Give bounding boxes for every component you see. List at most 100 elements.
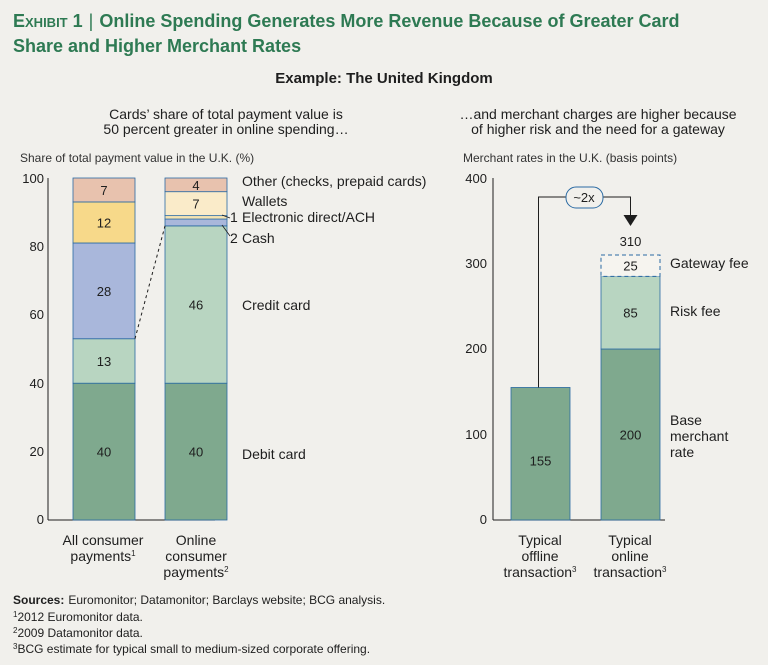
bar-all-credit-value: 13 (97, 354, 111, 369)
ach-pointer (221, 214, 231, 219)
note-3-sup: 3 (13, 642, 18, 651)
left-caption-line1: Cards’ share of total payment value is (109, 106, 343, 122)
category-online-tx-sup: 3 (662, 565, 667, 574)
bar-all-cash-value: 28 (97, 284, 111, 299)
category-online-tx-line3: transaction3 (594, 564, 667, 580)
bar-all-ach-value: 12 (97, 215, 111, 230)
bar-online-risk-value: 85 (623, 306, 637, 321)
note-3-text: BCG estimate for typical small to medium… (17, 642, 370, 656)
right-y-tick-0: 0 (480, 512, 487, 527)
left-y-ticks: 0 20 40 60 80 100 (22, 171, 44, 527)
exhibit-separator: | (89, 11, 94, 31)
bar-offline-base-value: 155 (530, 454, 552, 469)
category-online-tx-line3-text: transaction (594, 564, 662, 580)
bar-all-cash-segment (72, 242, 136, 340)
sources-label: Sources: (13, 593, 64, 607)
category-online-sup: 2 (224, 565, 229, 574)
multiplier-arrow-head (623, 215, 638, 226)
right-caption-line2: of higher risk and the need for a gatewa… (471, 121, 725, 137)
legend-gateway: Gateway fee (670, 255, 749, 271)
legend-base-line1: Base (670, 412, 702, 428)
bar-all-debit-segment (72, 382, 136, 521)
note-2-text: 2009 Datamonitor data. (17, 626, 142, 640)
note-1-sup: 1 (13, 610, 18, 619)
bar-online-base-segment (600, 348, 661, 521)
bar-all-other-value: 7 (100, 183, 107, 198)
legend-cash: Cash (242, 230, 275, 246)
bar-online-credit-value: 46 (189, 298, 203, 313)
bar-online-cash-segment (164, 218, 228, 227)
multiplier-arrow-line (538, 196, 631, 388)
category-online-tx-line1: Typical (608, 532, 652, 548)
bar-online-gateway-segment (600, 254, 661, 277)
note-3: 3BCG estimate for typical small to mediu… (13, 642, 370, 656)
note-2: 22009 Datamonitor data. (13, 626, 143, 640)
left-caption-line2: 50 percent greater in online spending… (103, 121, 348, 137)
left-y-tick-0: 0 (37, 512, 44, 527)
category-offline-line2: offline (521, 548, 558, 564)
note-1-text: 2012 Euromonitor data. (17, 610, 142, 624)
sources-text: Euromonitor; Datamonitor; Barclays websi… (68, 593, 385, 607)
bar-online-gateway-value: 25 (623, 259, 637, 274)
left-y-axis-label: Share of total payment value in the U.K.… (20, 151, 254, 165)
bar-all-other-segment (72, 177, 136, 203)
legend-base-line3: rate (670, 444, 694, 460)
multiplier-label: ~2x (573, 190, 595, 205)
category-online-tx-line2: online (611, 548, 649, 564)
footer: Sources: Euromonitor; Datamonitor; Barcla… (13, 593, 385, 656)
category-all-line2-text: payments (70, 548, 131, 564)
category-all-line2: payments1 (70, 548, 136, 564)
left-y-tick-80: 80 (30, 239, 44, 254)
credit-connector-line (134, 225, 166, 339)
category-online-line3: payments2 (163, 564, 229, 580)
note-1: 12012 Euromonitor data. (13, 610, 143, 624)
legend-risk: Risk fee (670, 303, 721, 319)
category-offline-sup: 3 (572, 565, 577, 574)
bar-online-consumer: 40 46 7 4 (164, 177, 228, 521)
bar-all-ach-segment (72, 201, 136, 244)
bar-all-debit-value: 40 (97, 445, 111, 460)
bar-online-debit-value: 40 (189, 445, 203, 460)
exhibit-title-text-1: Online Spending Generates More Revenue B… (99, 11, 679, 31)
legend-base-line2: merchant (670, 428, 728, 444)
bar-online-base-value: 200 (620, 428, 642, 443)
bar-online-other-segment (164, 177, 228, 193)
legend-ach: Electronic direct/ACH (242, 209, 375, 225)
bar-online-risk-segment (600, 275, 661, 350)
category-offline-line3-text: transaction (504, 564, 572, 580)
category-online-line2: consumer (165, 548, 227, 564)
exhibit-title-line1: Exhibit 1 | Online Spending Generates More… (13, 11, 680, 31)
category-offline-line1: Typical (518, 532, 562, 548)
bar-online-total-value: 310 (620, 234, 642, 249)
cash-pointer (221, 224, 231, 237)
legend-credit: Credit card (242, 297, 310, 313)
exhibit-title-line2: Share and Higher Merchant Rates (13, 36, 301, 56)
legend-debit: Debit card (242, 446, 306, 462)
right-y-tick-400: 400 (465, 171, 487, 186)
left-y-tick-60: 60 (30, 307, 44, 322)
subtitle: Example: The United Kingdom (275, 70, 493, 87)
note-2-sup: 2 (13, 626, 18, 635)
sources-line: Sources: Euromonitor; Datamonitor; Barcla… (13, 593, 385, 607)
category-all-line1: All consumer (63, 532, 144, 548)
small-label-ach: 1 (230, 209, 238, 225)
bar-online-ach-segment (164, 215, 228, 220)
category-all-sup: 1 (131, 549, 136, 558)
exhibit-label: Exhibit 1 (13, 11, 83, 31)
bar-online-other-value: 4 (192, 178, 199, 193)
right-y-tick-100: 100 (465, 427, 487, 442)
bar-online-wallets-value: 7 (192, 197, 199, 212)
legend-wallets: Wallets (242, 193, 287, 209)
category-online-line1: Online (176, 532, 217, 548)
category-offline-line3: transaction3 (504, 564, 577, 580)
left-y-tick-20: 20 (30, 444, 44, 459)
right-y-axis-label: Merchant rates in the U.K. (basis points… (463, 151, 677, 165)
left-chart: 0 20 40 60 80 100 40 13 28 12 7 (22, 171, 426, 580)
right-y-tick-300: 300 (465, 256, 487, 271)
legend-other: Other (checks, prepaid cards) (242, 173, 426, 189)
right-caption-line1: …and merchant charges are higher because (459, 106, 736, 122)
category-online-line3-text: payments (163, 564, 224, 580)
left-y-tick-100: 100 (22, 171, 44, 186)
